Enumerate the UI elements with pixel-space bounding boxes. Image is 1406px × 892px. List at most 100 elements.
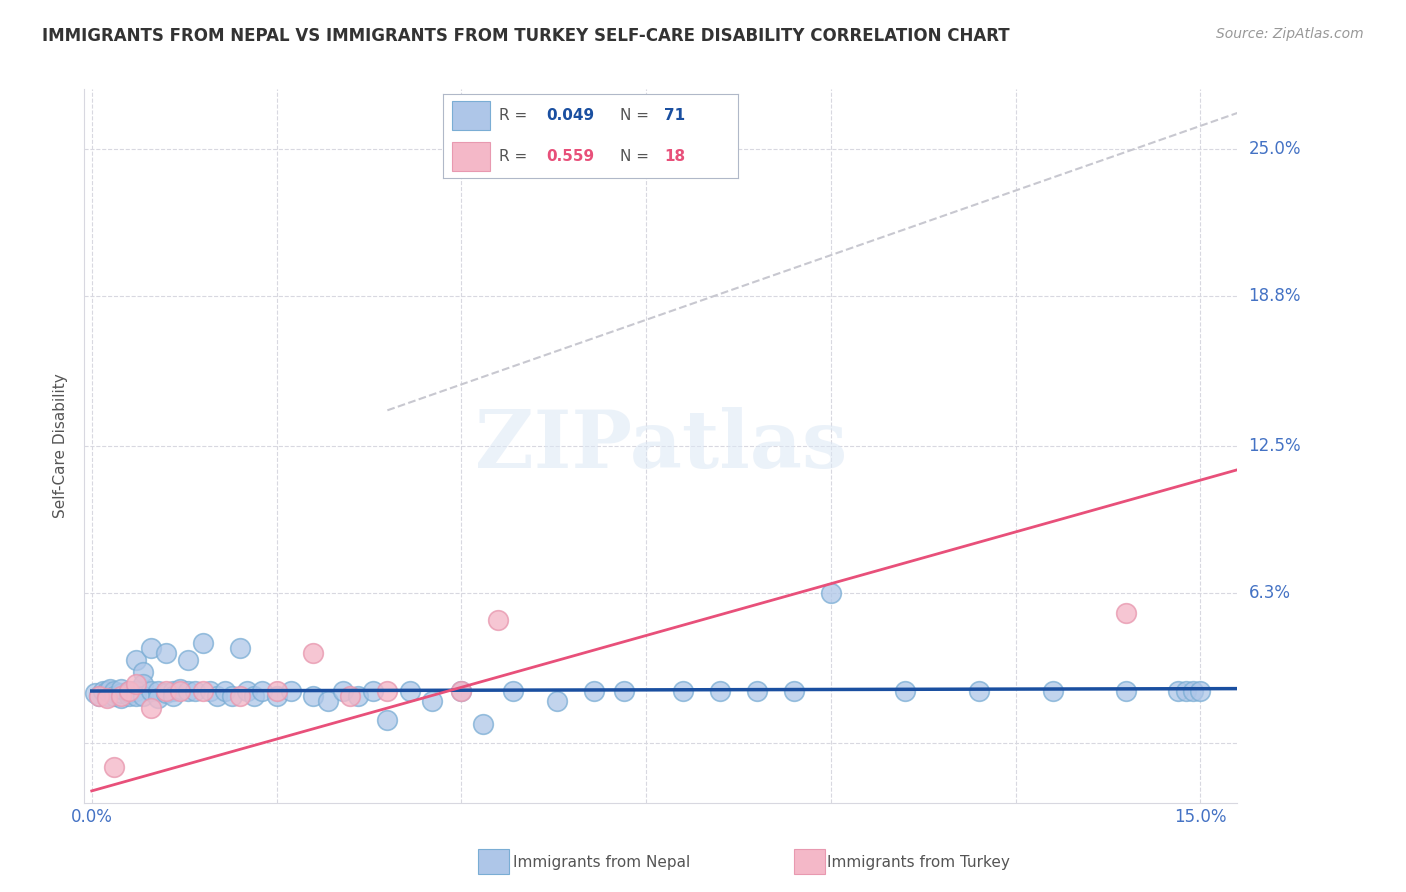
Text: 12.5%: 12.5% (1249, 437, 1301, 455)
Point (125, 677, 148, 691)
Text: R =: R = (499, 108, 531, 123)
Point (191, 684, 214, 698)
Point (103, 686, 125, 700)
Point (613, 684, 636, 698)
Point (672, 684, 695, 698)
Point (214, 684, 236, 698)
Point (1174, 684, 1197, 698)
Point (221, 689, 243, 703)
Text: N =: N = (620, 108, 654, 123)
Point (155, 684, 177, 698)
Point (169, 681, 191, 696)
Point (1167, 684, 1189, 698)
Text: 71: 71 (665, 108, 686, 123)
Point (820, 586, 842, 600)
Point (103, 760, 125, 774)
Point (783, 684, 806, 698)
Point (125, 684, 148, 698)
Point (84, 686, 107, 700)
Point (1042, 684, 1064, 698)
Point (361, 684, 384, 698)
Point (103, 684, 125, 698)
Point (110, 681, 132, 696)
Point (89, 689, 111, 703)
Point (377, 684, 399, 698)
Point (583, 684, 606, 698)
Point (302, 646, 325, 660)
Point (110, 689, 132, 703)
Point (148, 691, 170, 706)
Point (96, 684, 118, 698)
Point (132, 677, 155, 691)
Point (89, 689, 111, 703)
Point (316, 693, 339, 707)
Point (243, 689, 266, 703)
Point (502, 684, 524, 698)
Point (125, 689, 148, 703)
Point (139, 700, 162, 714)
Point (420, 693, 443, 707)
Text: 18.8%: 18.8% (1249, 287, 1301, 305)
Point (162, 684, 184, 698)
Point (236, 684, 259, 698)
Point (162, 689, 184, 703)
FancyBboxPatch shape (451, 142, 491, 170)
Point (228, 641, 250, 656)
Point (486, 613, 509, 627)
Point (346, 689, 368, 703)
Point (132, 689, 155, 703)
Point (96, 689, 118, 703)
Text: IMMIGRANTS FROM NEPAL VS IMMIGRANTS FROM TURKEY SELF-CARE DISABILITY CORRELATION: IMMIGRANTS FROM NEPAL VS IMMIGRANTS FROM… (42, 27, 1010, 45)
Point (110, 691, 132, 706)
Point (177, 684, 200, 698)
Point (118, 684, 141, 698)
Text: 0.049: 0.049 (546, 108, 595, 123)
Point (118, 686, 141, 700)
Text: 0.559: 0.559 (546, 149, 595, 164)
Point (118, 689, 141, 703)
Point (1115, 684, 1137, 698)
Point (280, 684, 302, 698)
Point (250, 684, 273, 698)
Point (184, 684, 207, 698)
Point (1189, 684, 1212, 698)
Point (745, 684, 768, 698)
Point (198, 684, 221, 698)
Point (118, 684, 141, 698)
Point (266, 684, 288, 698)
Point (207, 689, 229, 703)
Point (91, 684, 114, 698)
Point (139, 641, 162, 656)
Point (155, 646, 177, 660)
Point (132, 665, 155, 679)
Point (450, 684, 472, 698)
Point (472, 717, 495, 731)
Point (967, 684, 990, 698)
Point (266, 689, 288, 703)
Point (302, 689, 325, 703)
Point (139, 684, 162, 698)
Point (893, 684, 915, 698)
Point (96, 691, 118, 706)
Point (377, 713, 399, 727)
Point (709, 684, 731, 698)
Point (450, 684, 472, 698)
Point (228, 689, 250, 703)
Text: ZIPatlas: ZIPatlas (475, 407, 846, 485)
Point (398, 684, 420, 698)
Point (98, 681, 121, 696)
Point (332, 684, 354, 698)
FancyBboxPatch shape (451, 102, 491, 130)
Point (191, 636, 214, 650)
Y-axis label: Self-Care Disability: Self-Care Disability (53, 374, 69, 518)
Point (1181, 684, 1204, 698)
Text: N =: N = (620, 149, 654, 164)
Text: Source: ZipAtlas.com: Source: ZipAtlas.com (1216, 27, 1364, 41)
Text: Immigrants from Turkey: Immigrants from Turkey (827, 855, 1010, 870)
Text: 18: 18 (665, 149, 686, 164)
Point (546, 693, 568, 707)
Text: 6.3%: 6.3% (1249, 584, 1291, 602)
Point (177, 653, 200, 667)
Point (155, 686, 177, 700)
Point (1115, 606, 1137, 620)
